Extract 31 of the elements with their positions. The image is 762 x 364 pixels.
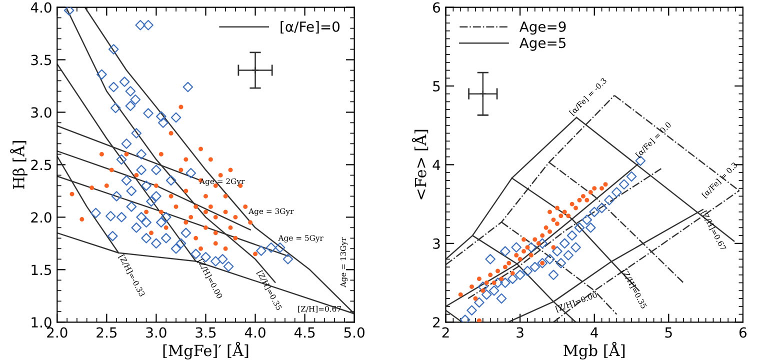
legend-label: Age=9 [519, 21, 566, 35]
x-tick-label: 2 [442, 327, 449, 338]
y-tick-label: 4 [432, 160, 440, 170]
x-tick-label: 2.0 [47, 327, 68, 338]
x-axis-title: Mgb [Å] [564, 342, 625, 360]
x-tick-label: 3 [516, 327, 524, 338]
y-tick-label: 2.0 [31, 212, 52, 223]
x-tick-label: 3.5 [196, 327, 216, 338]
x-tick-label: 5 [665, 327, 672, 338]
legend-label: [α/Fe]=0 [280, 21, 340, 34]
x-tick-label: 5.0 [344, 327, 364, 338]
y-tick-label: 4.0 [30, 2, 52, 13]
x-axis-title: [MgFe]′ [Å] [163, 342, 248, 360]
y-axis-title: Hβ [Å] [10, 141, 28, 189]
y-tick-label: 3.5 [31, 54, 52, 66]
y-tick-label: 3 [433, 238, 440, 249]
y-axis-title: <Fe> [Å] [412, 130, 428, 200]
y-tick-label: 1.5 [32, 264, 52, 276]
y-tick-label: 2.5 [31, 160, 52, 170]
x-tick-label: 4.5 [294, 327, 315, 338]
x-tick-label: 4 [590, 327, 598, 338]
y-tick-label: 1.0 [32, 317, 52, 328]
x-tick-label: 4.0 [244, 327, 266, 338]
x-tick-label: 3.0 [146, 327, 166, 338]
y-tick-label: 5 [433, 81, 440, 92]
x-tick-label: 2.5 [96, 327, 117, 338]
y-tick-label: 6 [433, 2, 440, 13]
y-tick-label: 3.0 [31, 107, 52, 118]
x-tick-label: 6 [740, 327, 746, 338]
y-tick-label: 2 [433, 317, 440, 328]
legend-label: Age=5 [519, 38, 566, 51]
